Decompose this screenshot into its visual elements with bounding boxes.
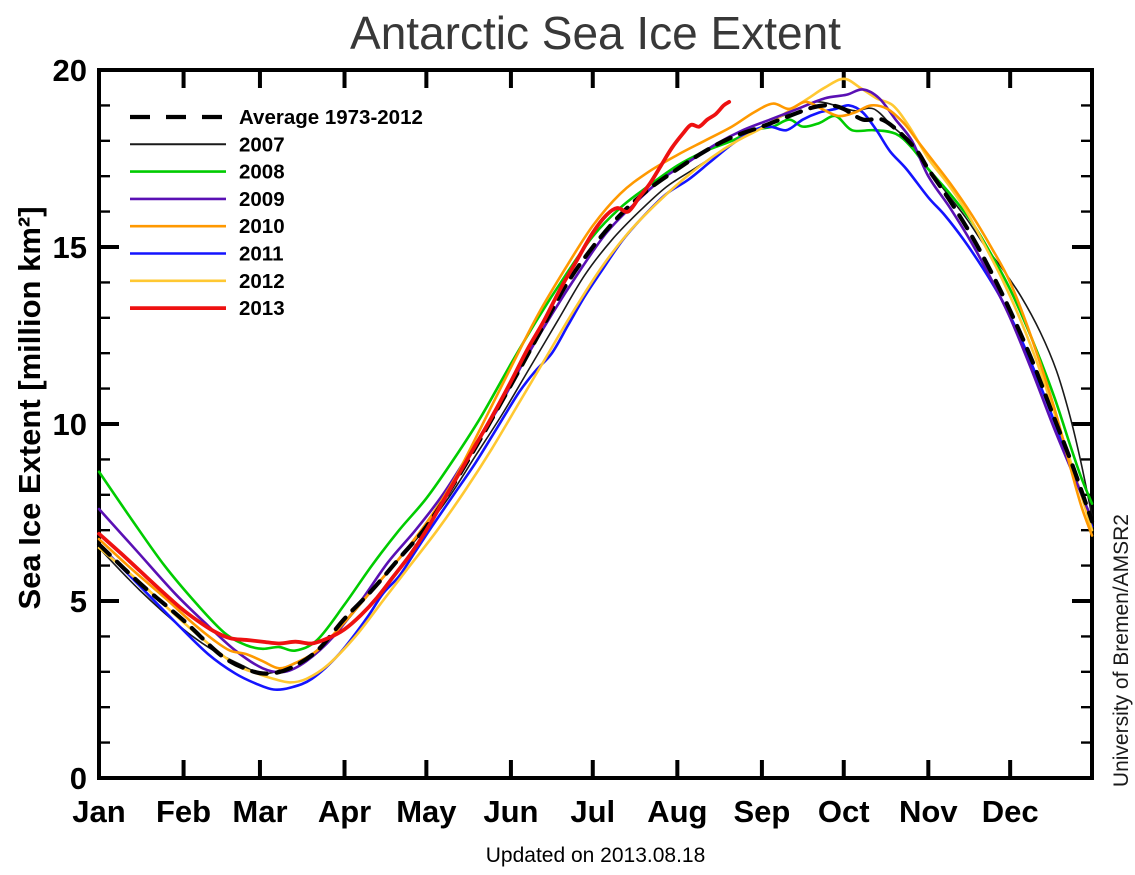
x-tick-label-jun: Jun (483, 794, 538, 829)
legend-label-2008: 2008 (239, 161, 285, 184)
x-tick-label-sep: Sep (733, 794, 790, 829)
updated-timestamp: Updated on 2013.08.18 (485, 844, 706, 867)
legend-label-2010: 2010 (239, 215, 285, 238)
y-tick-label-5: 5 (70, 584, 87, 619)
x-tick-label-dec: Dec (982, 794, 1039, 829)
y-tick-label-10: 10 (53, 407, 87, 442)
x-tick-label-jan: Jan (72, 794, 125, 829)
series-line-2008 (97, 114, 1094, 653)
legend-label-2013: 2013 (239, 297, 285, 320)
x-tick-label-apr: Apr (318, 794, 371, 829)
x-tick-label-nov: Nov (899, 794, 958, 829)
x-tick-label-jul: Jul (570, 794, 615, 829)
y-tick-label-0: 0 (70, 761, 87, 796)
y-tick-label-20: 20 (53, 53, 87, 88)
series-line-2012 (97, 77, 1094, 684)
legend-label-average-1973-2012: Average 1973-2012 (239, 106, 423, 129)
legend-label-2011: 2011 (239, 243, 283, 266)
chart-title: Antarctic Sea Ice Extent (350, 7, 841, 59)
y-tick-label-15: 15 (53, 230, 87, 265)
x-tick-label-oct: Oct (818, 794, 870, 829)
legend-label-2009: 2009 (239, 188, 285, 211)
series-line-average-1973-2012 (96, 103, 1095, 676)
x-tick-label-feb: Feb (156, 794, 211, 829)
series-line-2013 (97, 99, 732, 646)
major-ticks (99, 70, 1092, 778)
minor-ticks (99, 104, 1092, 744)
x-tick-label-mar: Mar (232, 794, 287, 829)
series-line-2010 (97, 100, 1094, 670)
x-tick-label-may: May (396, 794, 457, 829)
legend-label-2012: 2012 (239, 270, 285, 293)
data-credit: University of Bremen/AMSR2 (1110, 513, 1133, 787)
legend-label-2007: 2007 (239, 133, 285, 156)
x-tick-label-aug: Aug (647, 794, 707, 829)
